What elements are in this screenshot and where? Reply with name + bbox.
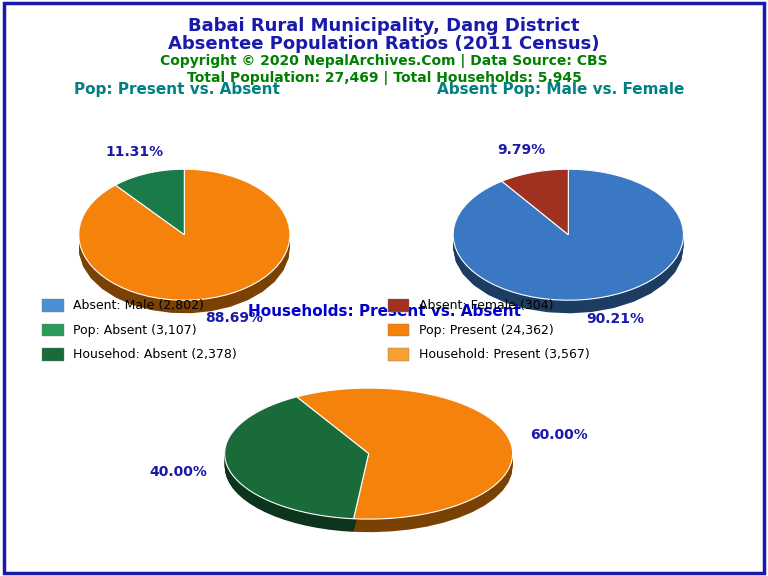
- Polygon shape: [502, 181, 568, 247]
- Text: Total Population: 27,469 | Total Households: 5,945: Total Population: 27,469 | Total Househo…: [187, 71, 581, 85]
- Polygon shape: [453, 173, 684, 305]
- Polygon shape: [296, 400, 512, 531]
- Polygon shape: [453, 180, 684, 311]
- Polygon shape: [453, 179, 684, 310]
- Text: 88.69%: 88.69%: [205, 310, 263, 325]
- Text: Household: Present (3,567): Household: Present (3,567): [419, 348, 589, 361]
- Polygon shape: [79, 176, 290, 306]
- Polygon shape: [296, 388, 512, 519]
- Text: 90.21%: 90.21%: [587, 312, 644, 326]
- Polygon shape: [453, 176, 684, 307]
- Polygon shape: [115, 179, 184, 245]
- Polygon shape: [225, 400, 369, 522]
- Text: 9.79%: 9.79%: [497, 143, 545, 157]
- Polygon shape: [453, 177, 684, 308]
- Polygon shape: [115, 182, 184, 248]
- Polygon shape: [79, 173, 290, 305]
- Polygon shape: [502, 177, 568, 242]
- Polygon shape: [79, 169, 290, 300]
- Polygon shape: [79, 172, 290, 304]
- Polygon shape: [502, 179, 568, 245]
- Text: 60.00%: 60.00%: [530, 428, 588, 442]
- Text: Pop: Absent (3,107): Pop: Absent (3,107): [73, 324, 197, 336]
- Polygon shape: [296, 391, 512, 521]
- Text: Absent Pop: Male vs. Female: Absent Pop: Male vs. Female: [437, 82, 684, 97]
- Polygon shape: [225, 409, 369, 530]
- Polygon shape: [79, 180, 290, 311]
- Polygon shape: [225, 406, 369, 528]
- Polygon shape: [296, 392, 512, 524]
- Polygon shape: [115, 181, 184, 247]
- Polygon shape: [502, 176, 568, 241]
- Text: Pop: Present vs. Absent: Pop: Present vs. Absent: [74, 82, 280, 97]
- Text: Pop: Present (24,362): Pop: Present (24,362): [419, 324, 553, 336]
- Polygon shape: [296, 396, 512, 526]
- Polygon shape: [502, 173, 568, 239]
- Text: Absentee Population Ratios (2011 Census): Absentee Population Ratios (2011 Census): [168, 35, 600, 52]
- Polygon shape: [79, 170, 290, 301]
- Polygon shape: [296, 401, 512, 532]
- Polygon shape: [115, 172, 184, 238]
- Polygon shape: [453, 169, 684, 300]
- Polygon shape: [453, 172, 684, 304]
- Text: Copyright © 2020 NepalArchives.Com | Data Source: CBS: Copyright © 2020 NepalArchives.Com | Dat…: [161, 54, 607, 68]
- Polygon shape: [502, 178, 568, 244]
- Polygon shape: [115, 172, 184, 237]
- Polygon shape: [115, 180, 184, 245]
- Polygon shape: [79, 182, 290, 313]
- Polygon shape: [225, 408, 369, 530]
- Polygon shape: [453, 181, 684, 312]
- Polygon shape: [115, 178, 184, 244]
- Polygon shape: [502, 182, 568, 248]
- Polygon shape: [115, 169, 184, 235]
- Polygon shape: [453, 182, 684, 313]
- Polygon shape: [502, 169, 568, 235]
- Polygon shape: [296, 389, 512, 520]
- Polygon shape: [502, 180, 568, 245]
- Polygon shape: [225, 407, 369, 529]
- Polygon shape: [79, 172, 290, 302]
- Polygon shape: [79, 175, 290, 305]
- Text: 40.00%: 40.00%: [150, 465, 207, 479]
- Polygon shape: [225, 397, 369, 519]
- Polygon shape: [502, 172, 568, 237]
- Text: Babai Rural Municipality, Dang District: Babai Rural Municipality, Dang District: [188, 17, 580, 35]
- Text: Absent: Male (2,802): Absent: Male (2,802): [73, 299, 204, 312]
- Polygon shape: [296, 399, 512, 530]
- Polygon shape: [453, 178, 684, 309]
- Polygon shape: [453, 172, 684, 302]
- Polygon shape: [115, 176, 184, 241]
- Polygon shape: [225, 410, 369, 532]
- Polygon shape: [296, 398, 512, 529]
- Polygon shape: [225, 401, 369, 523]
- Polygon shape: [79, 181, 290, 312]
- Polygon shape: [225, 402, 369, 524]
- Polygon shape: [115, 173, 184, 239]
- Polygon shape: [115, 170, 184, 236]
- Polygon shape: [502, 172, 568, 238]
- Polygon shape: [502, 170, 568, 236]
- Text: Households: Present vs. Absent: Households: Present vs. Absent: [247, 304, 521, 319]
- Text: Househod: Absent (2,378): Househod: Absent (2,378): [73, 348, 237, 361]
- Polygon shape: [453, 175, 684, 306]
- Polygon shape: [502, 175, 568, 240]
- Polygon shape: [79, 179, 290, 310]
- Polygon shape: [225, 399, 369, 521]
- Polygon shape: [225, 404, 369, 526]
- Polygon shape: [79, 178, 290, 309]
- Text: Absent: Female (304): Absent: Female (304): [419, 299, 553, 312]
- Polygon shape: [79, 177, 290, 308]
- Polygon shape: [296, 393, 512, 525]
- Polygon shape: [296, 397, 512, 528]
- Polygon shape: [115, 177, 184, 242]
- Polygon shape: [453, 170, 684, 301]
- Polygon shape: [225, 403, 369, 525]
- Text: 11.31%: 11.31%: [106, 145, 164, 159]
- Polygon shape: [225, 398, 369, 520]
- Polygon shape: [296, 395, 512, 526]
- Polygon shape: [296, 391, 512, 522]
- Polygon shape: [115, 175, 184, 240]
